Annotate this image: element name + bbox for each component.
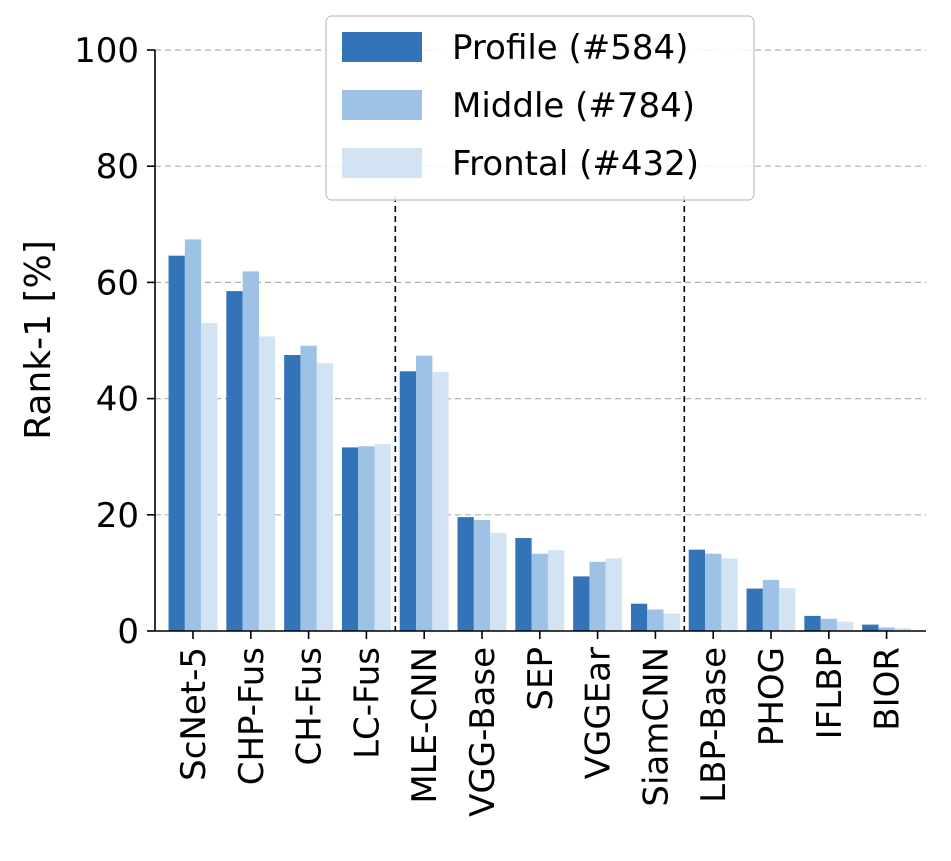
bar (688, 549, 706, 631)
bar (201, 323, 218, 631)
x-tick-label: LC-Fus (347, 647, 387, 759)
x-ticks: ScNet-5 CHP-Fus CH-Fus LC-Fus MLE-CNN VGG-Bas… (174, 631, 908, 817)
bar (168, 255, 185, 631)
y-tick-label: 40 (96, 380, 139, 420)
bar (184, 239, 202, 631)
bar (258, 336, 276, 631)
bar (432, 371, 449, 631)
x-tick-label: VGG-Base (463, 647, 503, 817)
bar (605, 558, 623, 631)
bar (573, 576, 590, 631)
bar (721, 558, 738, 631)
bar (358, 446, 375, 631)
x-tick-label: SiamCNN (636, 647, 676, 807)
y-axis-label: Rank-1 [%] (18, 240, 59, 440)
x-tick-label: PHOG (752, 647, 792, 746)
bar (515, 538, 532, 631)
y-tick-label: 20 (96, 496, 139, 536)
legend: Profile (#584) Middle (#784) Frontal (#432… (325, 15, 755, 201)
bar (878, 627, 895, 631)
x-tick-label: VGGEar (579, 647, 619, 779)
bar (804, 615, 821, 631)
x-tick-label: MLE-CNN (405, 647, 445, 804)
y-ticks: 0 20 40 60 80 100 (74, 31, 155, 652)
bar (284, 355, 301, 631)
legend-label: Middle (#784) (452, 86, 695, 126)
x-tick-label: IFLBP (810, 647, 850, 739)
bar (531, 553, 548, 631)
bar (647, 609, 664, 631)
bar (300, 345, 317, 631)
bar (862, 624, 879, 631)
bar (589, 561, 606, 631)
group-separators (394, 196, 686, 631)
bars (168, 239, 912, 631)
x-tick-label: CH-Fus (290, 647, 330, 766)
bar (894, 628, 912, 631)
bar (836, 621, 854, 631)
bar (663, 613, 680, 631)
bar (242, 271, 259, 631)
bar (473, 520, 491, 631)
bar (705, 553, 722, 631)
y-tick-label: 80 (96, 147, 139, 187)
bar (746, 588, 763, 631)
legend-swatch (342, 90, 422, 120)
legend-label: Profile (#584) (452, 28, 688, 68)
bar (374, 443, 391, 631)
y-tick-label: 60 (96, 263, 139, 303)
bar (779, 588, 796, 631)
bar (457, 517, 474, 631)
bar (547, 550, 565, 631)
legend-label: Frontal (#432) (452, 144, 699, 184)
x-tick-label: BIOR (868, 647, 908, 731)
bar (820, 618, 837, 631)
legend-swatch (342, 148, 422, 178)
y-tick-label: 0 (117, 612, 139, 652)
bar (630, 603, 648, 631)
x-tick-label: ScNet-5 (174, 647, 214, 781)
y-tick-label: 100 (74, 31, 139, 71)
bar (341, 447, 359, 631)
bar (762, 579, 780, 631)
x-tick-label: LBP-Base (694, 647, 734, 803)
bar (399, 371, 417, 631)
legend-swatch (342, 32, 422, 62)
bar (416, 355, 433, 631)
x-tick-label: CHP-Fus (232, 647, 272, 785)
bar (226, 291, 243, 631)
legend-box (325, 15, 755, 201)
bar (316, 363, 334, 631)
x-tick-label: SEP (521, 647, 561, 711)
bar (490, 532, 507, 631)
